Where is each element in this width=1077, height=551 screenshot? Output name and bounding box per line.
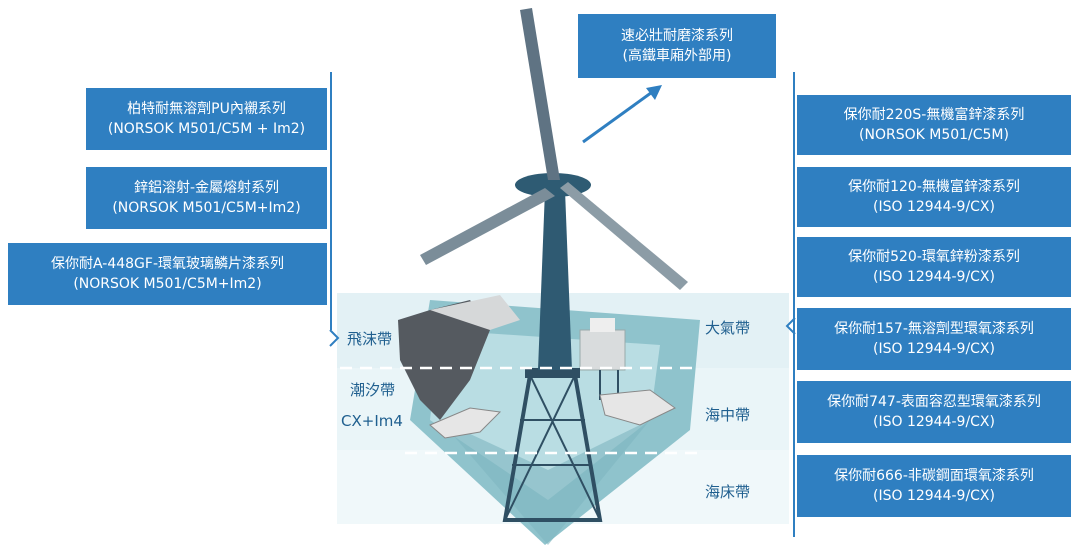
blade-top xyxy=(520,8,560,180)
right-coating-box-3: 保你耐520-環氧鋅粉漆系列 (ISO 12944-9/CX) xyxy=(797,237,1071,297)
substation xyxy=(580,330,625,370)
left-coating-box-2: 鋅鋁溶射-金屬熔射系列 (NORSOK M501/C5M+Im2) xyxy=(86,167,327,229)
coating-name: 保你耐A-448GF-環氧玻璃鱗片漆系列 xyxy=(51,254,284,274)
coating-spec: (ISO 12944-9/CX) xyxy=(873,267,995,287)
right-coating-box-4: 保你耐157-無溶劑型環氧漆系列 (ISO 12944-9/CX) xyxy=(797,308,1071,370)
right-coating-box-6: 保你耐666-非碳鋼面環氧漆系列 (ISO 12944-9/CX) xyxy=(797,455,1071,517)
right-coating-box-5: 保你耐747-表面容忍型環氧漆系列 (ISO 12944-9/CX) xyxy=(797,381,1071,443)
coating-name: 保你耐747-表面容忍型環氧漆系列 xyxy=(827,392,1041,412)
arrow-to-top-box xyxy=(583,90,655,142)
top-coating-name: 速必壯耐磨漆系列 xyxy=(621,26,733,46)
coating-name: 鋅鋁溶射-金屬熔射系列 xyxy=(134,178,279,198)
right-bracket-bar xyxy=(793,72,795,537)
coating-name: 柏特耐無溶劑PU內襯系列 xyxy=(127,99,286,119)
coating-spec: (ISO 12944-9/CX) xyxy=(873,486,995,506)
right-coating-box-2: 保你耐120-無機富鋅漆系列 (ISO 12944-9/CX) xyxy=(797,167,1071,227)
left-bracket-bar xyxy=(330,72,332,330)
top-coating-spec: (高鐵車廂外部用) xyxy=(623,46,732,66)
coating-spec: (NORSOK M501/C5M + Im2) xyxy=(108,119,305,139)
zone-subsea-label: 海中帶 xyxy=(705,405,750,425)
coating-name: 保你耐120-無機富鋅漆系列 xyxy=(848,177,1020,197)
left-coating-box-3: 保你耐A-448GF-環氧玻璃鱗片漆系列 (NORSOK M501/C5M+Im… xyxy=(8,243,327,305)
turbine-tower xyxy=(538,190,572,370)
zone-seabed-label: 海床帶 xyxy=(705,482,750,502)
zone-tidal-grade-label: CX+Im4 xyxy=(341,411,403,431)
coating-name: 保你耐220S-無機富鋅漆系列 xyxy=(844,105,1025,125)
coating-name: 保你耐157-無溶劑型環氧漆系列 xyxy=(834,319,1034,339)
top-coating-box: 速必壯耐磨漆系列 (高鐵車廂外部用) xyxy=(578,14,776,78)
coating-spec: (NORSOK M501/C5M) xyxy=(859,125,1009,145)
zone-atmosphere-label: 大氣帶 xyxy=(705,318,750,338)
coating-spec: (NORSOK M501/C5M+Im2) xyxy=(73,274,261,294)
coating-spec: (ISO 12944-9/CX) xyxy=(873,339,995,359)
blade-right xyxy=(560,182,688,290)
coating-name: 保你耐666-非碳鋼面環氧漆系列 xyxy=(834,466,1034,486)
coating-spec: (ISO 12944-9/CX) xyxy=(873,197,995,217)
right-coating-box-1: 保你耐220S-無機富鋅漆系列 (NORSOK M501/C5M) xyxy=(797,95,1071,155)
coating-spec: (NORSOK M501/C5M+Im2) xyxy=(112,198,300,218)
substation-top xyxy=(590,318,615,332)
zone-tidal-label: 潮汐帶 xyxy=(350,380,395,400)
coating-spec: (ISO 12944-9/CX) xyxy=(873,412,995,432)
coating-name: 保你耐520-環氧鋅粉漆系列 xyxy=(848,247,1020,267)
left-coating-box-1: 柏特耐無溶劑PU內襯系列 (NORSOK M501/C5M + Im2) xyxy=(86,88,327,150)
zone-splash-label: 飛沫帶 xyxy=(347,329,392,349)
blade-left xyxy=(420,188,555,265)
